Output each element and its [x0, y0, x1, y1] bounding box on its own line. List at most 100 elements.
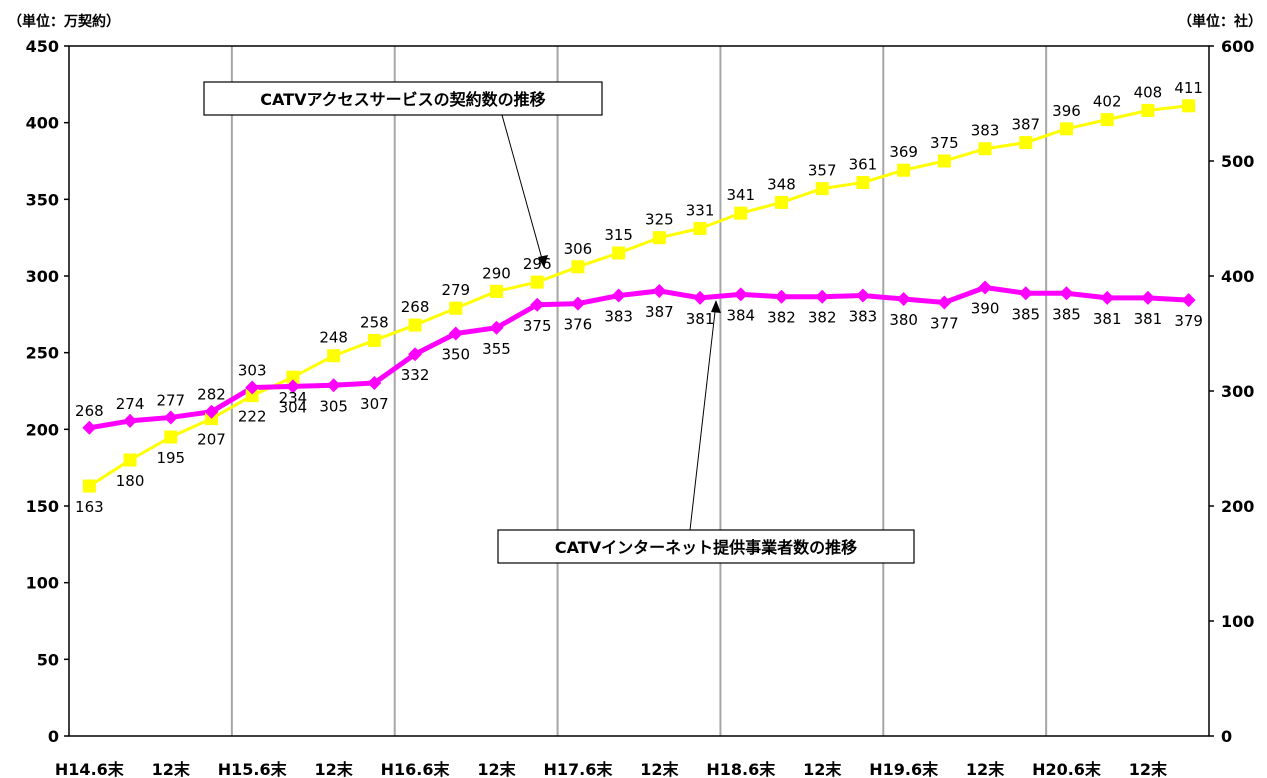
- contracts-point: [652, 231, 666, 245]
- contracts-data-label: 163: [75, 498, 104, 516]
- contracts-data-label: 222: [238, 408, 267, 426]
- left-tick-label: 150: [26, 497, 59, 516]
- left-tick-label: 100: [26, 574, 59, 593]
- providers-point: [408, 347, 423, 362]
- providers-point: [163, 410, 178, 425]
- contracts-data-label: 296: [523, 255, 552, 273]
- providers-point: [82, 420, 97, 435]
- providers-data-label: 303: [238, 362, 267, 380]
- left-tick-label: 350: [26, 190, 59, 209]
- contracts-data-label: 408: [1134, 83, 1163, 101]
- contracts-data-label: 290: [482, 264, 511, 282]
- providers-data-label: 282: [197, 386, 226, 404]
- annotation-providers: CATVインターネット提供事業者数の推移: [497, 300, 915, 564]
- right-tick-label: 0: [1221, 727, 1232, 746]
- annotation-providers-arrow-line: [689, 302, 717, 531]
- providers-data-label: 387: [645, 303, 674, 321]
- providers-point: [733, 287, 748, 302]
- contracts-data-label: 411: [1174, 79, 1203, 97]
- x-axis-ticks: H14.6末 12末 H15.6末 12末 H16.6末 12末 H17.6末 12末 H18.…: [55, 760, 1168, 778]
- contracts-data-label: 375: [930, 134, 959, 152]
- providers-point: [1181, 293, 1196, 308]
- contracts-point: [734, 206, 748, 220]
- right-tick-label: 300: [1221, 382, 1254, 401]
- contracts-data-label: 258: [360, 313, 389, 331]
- contracts-point: [612, 246, 626, 260]
- contracts-point: [1100, 113, 1114, 127]
- contracts-data-label: 195: [156, 449, 185, 467]
- providers-point: [855, 288, 870, 303]
- providers-data-label: 381: [1093, 310, 1122, 328]
- x-tick-label: H18.6末: [706, 760, 776, 778]
- contracts-data-label: 357: [808, 162, 837, 180]
- contracts-data-label: 180: [116, 472, 145, 490]
- contracts-point: [978, 142, 992, 156]
- providers-point: [1140, 290, 1155, 305]
- providers-data-label: 381: [686, 310, 715, 328]
- right-axis-unit: （単位：社）: [1178, 13, 1262, 30]
- providers-point: [774, 289, 789, 304]
- x-tick-label: H16.6末: [381, 760, 451, 778]
- contracts-point: [490, 284, 503, 298]
- providers-point: [204, 404, 219, 419]
- x-tick-label: 12末: [966, 760, 1005, 778]
- providers-point: [937, 295, 952, 310]
- annotation-contracts-arrow-line: [501, 114, 545, 267]
- contracts-point: [1182, 99, 1196, 113]
- contracts-point: [571, 260, 585, 274]
- annotation-contracts-text: CATVアクセスサービスの契約数の推移: [260, 90, 545, 109]
- providers-data-label: 390: [971, 300, 1000, 318]
- providers-point: [367, 375, 382, 390]
- providers-point: [693, 290, 708, 305]
- contracts-point: [530, 275, 544, 289]
- left-tick-label: 250: [26, 344, 59, 363]
- contracts-point: [82, 479, 96, 493]
- contracts-point: [937, 154, 951, 168]
- contracts-data-label: 315: [604, 226, 633, 244]
- annotation-providers-box: [497, 529, 915, 564]
- contracts-point: [327, 349, 341, 363]
- contracts-data-label: 234: [279, 389, 308, 407]
- contracts-data-label: 279: [441, 281, 470, 299]
- providers-data-label: 355: [482, 340, 511, 358]
- contracts-point: [815, 182, 829, 196]
- contracts-data-label: 361: [849, 155, 878, 173]
- annotation-contracts: CATVアクセスサービスの契約数の推移: [203, 81, 603, 268]
- contracts-data-label: 387: [1011, 116, 1040, 134]
- providers-point: [530, 297, 545, 312]
- providers-data-label: 383: [849, 308, 878, 326]
- x-tick-label: H15.6末: [218, 760, 288, 778]
- contracts-point: [1060, 122, 1073, 136]
- providers-point: [570, 296, 585, 311]
- providers-point: [978, 280, 993, 295]
- right-axis-ticks: 0 100 200 300 400 500 600: [1209, 37, 1254, 746]
- plot-border: [68, 45, 1210, 737]
- providers-data-label: 376: [564, 316, 593, 334]
- right-tick-label: 200: [1221, 497, 1254, 516]
- x-tick-label: H14.6末: [55, 760, 125, 778]
- x-tick-label: H17.6末: [543, 760, 613, 778]
- providers-point: [1100, 290, 1115, 305]
- x-tick-label: 12末: [640, 760, 679, 778]
- providers-data-label: 332: [401, 366, 430, 384]
- annotation-providers-text: CATVインターネット提供事業者数の推移: [555, 538, 857, 557]
- x-tick-label: 12末: [803, 760, 842, 778]
- right-tick-label: 600: [1221, 37, 1254, 56]
- x-tick-label: 12末: [477, 760, 516, 778]
- providers-data-label: 305: [319, 397, 348, 415]
- providers-point: [326, 378, 341, 393]
- contracts-point: [897, 163, 911, 177]
- contracts-data-label: 383: [971, 122, 1000, 140]
- providers-data-label: 307: [360, 395, 389, 413]
- x-tick-label: H20.6末: [1032, 760, 1102, 778]
- contracts-point: [245, 389, 259, 403]
- providers-data-label: 382: [808, 309, 837, 327]
- providers-point: [896, 292, 911, 306]
- providers-point: [1059, 286, 1074, 301]
- contracts-data-label: 396: [1052, 102, 1081, 120]
- contracts-point: [693, 221, 707, 235]
- providers-data-label: 384: [726, 306, 755, 324]
- providers-point: [245, 380, 260, 395]
- providers-data-label: 377: [930, 314, 959, 332]
- providers-data-label: 350: [441, 346, 470, 364]
